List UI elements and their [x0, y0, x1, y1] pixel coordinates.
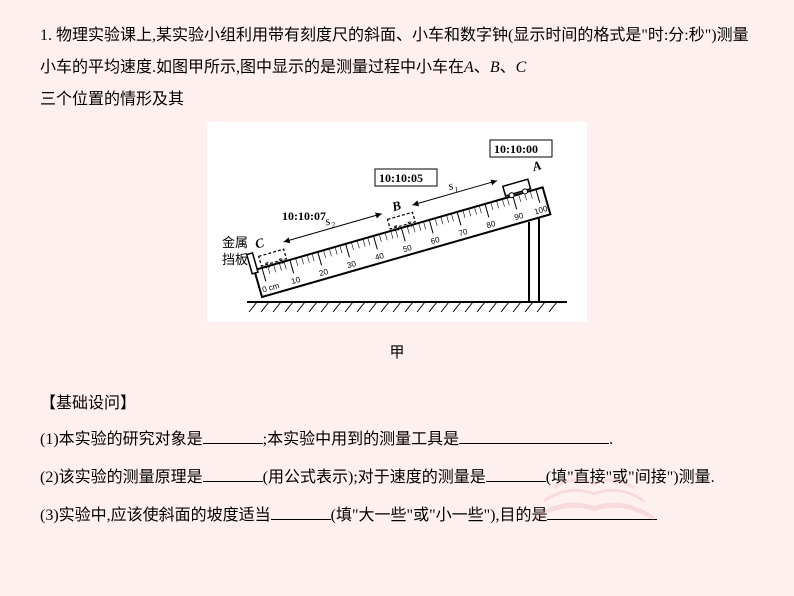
question-3: (3)实验中,应该使斜面的坡度适当 (填"大一些"或"小一些"),目的是: [40, 500, 754, 532]
q1-prefix: (1)本实验的研究对象是: [40, 431, 203, 448]
q1-suffix: .: [609, 431, 613, 448]
svg-text:10:10:05: 10:10:05: [379, 171, 423, 185]
label-C: C: [516, 59, 527, 76]
question-1: (1)本实验的研究对象是 ;本实验中用到的测量工具是.: [40, 424, 754, 456]
blank: [203, 463, 263, 482]
svg-text:挡板: 挡板: [222, 252, 248, 267]
blank: [459, 425, 609, 444]
label-A: A: [464, 59, 474, 76]
svg-text:A: A: [530, 157, 544, 174]
svg-text:C: C: [253, 235, 266, 252]
q2-mid2: (填"直接"或"间接")测量.: [546, 469, 715, 486]
blank: [486, 463, 546, 482]
q3-prefix: (3)实验中,应该使斜面的坡度适当: [40, 507, 271, 524]
sep1: 、: [474, 59, 490, 76]
figure-container: 0 cm 10 20 30 40 50 60 70 80 90 100: [40, 122, 754, 368]
svg-text:10:10:00: 10:10:00: [494, 142, 538, 156]
svg-text:10:10:07: 10:10:07: [282, 209, 326, 223]
q2-mid1: (用公式表示);对于速度的测量是: [263, 469, 486, 486]
question-2: (2)该实验的测量原理是 (用公式表示);对于速度的测量是 (填"直接"或"间接")…: [40, 462, 754, 494]
para-text-b: 三个位置的情形及其: [40, 91, 184, 108]
question-paragraph: 1. 物理实验课上,某实验小组利用带有刻度尺的斜面、小车和数字钟(显示时间的格式…: [40, 20, 754, 116]
blank: [271, 501, 331, 520]
q1-mid: ;本实验中用到的测量工具是: [263, 431, 459, 448]
physics-diagram: 0 cm 10 20 30 40 50 60 70 80 90 100: [207, 122, 587, 322]
para-text-a: 物理实验课上,某实验小组利用带有刻度尺的斜面、小车和数字钟(显示时间的格式是"时…: [40, 27, 749, 76]
q3-mid: (填"大一些"或"小一些"),目的是: [331, 507, 548, 524]
figure-caption: 甲: [40, 338, 754, 368]
sep2: 、: [500, 59, 516, 76]
label-B: B: [490, 59, 500, 76]
question-number: 1.: [40, 27, 52, 44]
blank: [203, 425, 263, 444]
svg-text:金属: 金属: [222, 235, 248, 250]
blank: [547, 501, 657, 520]
section-heading: 【基础设问】: [40, 388, 754, 420]
q2-prefix: (2)该实验的测量原理是: [40, 469, 203, 486]
svg-text:B: B: [389, 197, 403, 214]
